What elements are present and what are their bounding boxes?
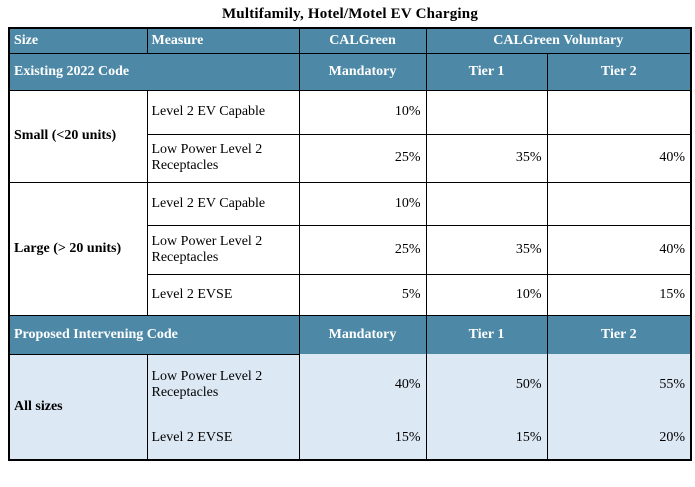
table-title: Multifamily, Hotel/Motel EV Charging: [221, 6, 479, 22]
existing-tier2-header: Tier 2: [546, 52, 692, 91]
measure-cell: Level 2 EV Capable: [146, 181, 300, 226]
measure-cell: Low Power Level 2 Receptacles: [146, 224, 300, 275]
value-cell-mandatory: 10%: [298, 89, 427, 135]
small-capable-row: Small (<20 units) Level 2 EV Capable 10%: [8, 89, 692, 183]
measure-cell: Level 2 EVSE: [146, 416, 300, 461]
allsizes-receptacles-row: All sizes Low Power Level 2 Receptacles …: [8, 353, 692, 461]
column-header-row: Size Measure CALGreen CALGreen Voluntary: [8, 27, 692, 54]
proposed-tier2-header: Tier 2: [546, 314, 692, 354]
size-cell-all-sizes: All sizes: [8, 353, 148, 461]
proposed-code-header-row: Proposed Intervening Code Mandatory Tier…: [8, 314, 692, 355]
measure-cell: Level 2 EV Capable: [146, 89, 300, 135]
large-receptacles-row: Low Power Level 2 Receptacles 25% 35% 40…: [9, 224, 692, 275]
proposed-mandatory-header: Mandatory: [298, 314, 427, 354]
value-cell-tier1: 50%: [425, 354, 548, 416]
value-cell-tier1: 35%: [425, 133, 548, 183]
measure-cell: Low Power Level 2 Receptacles: [146, 353, 300, 416]
large-capable-row: Large (> 20 units) Level 2 EV Capable 10…: [8, 181, 692, 316]
existing-code-label: Existing 2022 Code: [8, 52, 300, 91]
value-cell-tier1: 10%: [425, 273, 548, 316]
small-receptacles-row: Low Power Level 2 Receptacles 25% 35% 40…: [9, 133, 692, 183]
value-cell-mandatory: 5%: [298, 273, 427, 316]
value-cell-tier1: [425, 181, 548, 226]
value-cell-mandatory: 25%: [298, 133, 427, 183]
value-cell-tier1: [425, 89, 548, 135]
col-header-size: Size: [8, 27, 148, 54]
value-cell-mandatory: 15%: [298, 416, 427, 461]
value-cell-tier2: 20%: [546, 416, 692, 461]
existing-tier1-header: Tier 1: [425, 52, 548, 91]
value-cell-tier2: [546, 89, 692, 135]
value-cell-tier2: 15%: [546, 273, 692, 316]
existing-mandatory-header: Mandatory: [298, 52, 427, 91]
value-cell-mandatory: 40%: [298, 354, 427, 416]
proposed-tier1-header: Tier 1: [425, 314, 548, 354]
value-cell-tier2: 40%: [546, 133, 692, 183]
proposed-code-label: Proposed Intervening Code: [8, 314, 300, 355]
large-evse-row: Level 2 EVSE 5% 10% 15%: [9, 273, 692, 316]
col-header-measure: Measure: [146, 27, 300, 54]
value-cell-tier2: [546, 181, 692, 226]
value-cell-mandatory: 25%: [298, 224, 427, 275]
value-cell-tier1: 15%: [425, 416, 548, 461]
col-header-calgreen-voluntary: CALGreen Voluntary: [425, 27, 692, 54]
value-cell-mandatory: 10%: [298, 181, 427, 226]
ev-charging-table: Size Measure CALGreen CALGreen Voluntary…: [8, 27, 693, 461]
col-header-calgreen: CALGreen: [298, 27, 427, 54]
value-cell-tier1: 35%: [425, 224, 548, 275]
value-cell-tier2: 40%: [546, 224, 692, 275]
size-cell-large: Large (> 20 units): [8, 181, 148, 316]
measure-cell: Low Power Level 2 Receptacles: [146, 133, 300, 183]
existing-code-header-row: Existing 2022 Code Mandatory Tier 1 Tier…: [8, 52, 692, 91]
measure-cell: Level 2 EVSE: [146, 273, 300, 316]
allsizes-evse-row: Level 2 EVSE 15% 15% 20%: [9, 416, 692, 461]
size-cell-small: Small (<20 units): [8, 89, 148, 183]
value-cell-tier2: 55%: [546, 354, 692, 416]
